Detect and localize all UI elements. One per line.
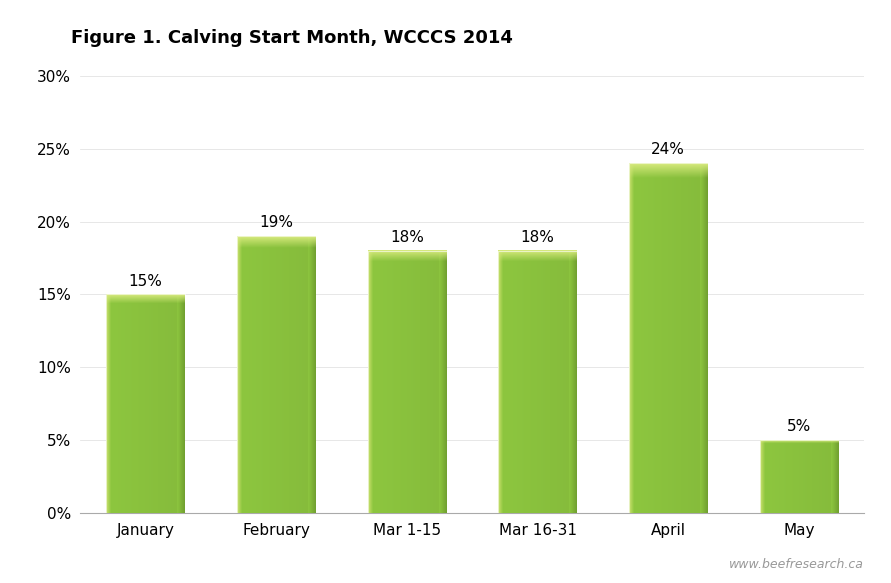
Text: 15%: 15%	[128, 273, 162, 289]
Text: www.beefresearch.ca: www.beefresearch.ca	[730, 559, 864, 571]
Text: 18%: 18%	[520, 230, 554, 245]
Text: 18%: 18%	[390, 230, 424, 245]
Text: 5%: 5%	[787, 419, 811, 434]
Text: 24%: 24%	[651, 142, 685, 157]
Text: 19%: 19%	[259, 215, 293, 230]
Text: Figure 1. Calving Start Month, WCCCS 2014: Figure 1. Calving Start Month, WCCCS 201…	[71, 29, 513, 47]
